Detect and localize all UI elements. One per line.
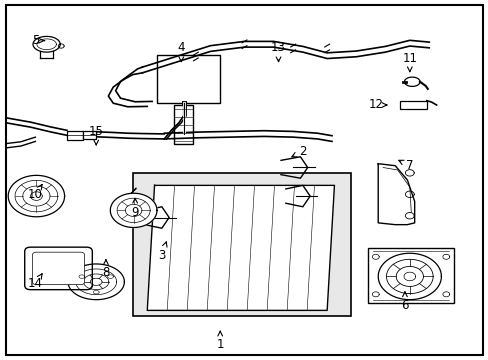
Text: 5: 5 [32,34,44,47]
Polygon shape [68,264,124,300]
Text: 10: 10 [28,185,43,201]
FancyBboxPatch shape [32,252,84,285]
Polygon shape [117,198,150,222]
Polygon shape [110,193,157,228]
Polygon shape [377,164,414,225]
Text: 8: 8 [102,260,109,279]
Bar [174,105,193,144]
Bar [132,173,351,316]
Text: 7: 7 [398,159,413,172]
Polygon shape [8,175,64,217]
Bar [157,55,220,103]
Text: 2: 2 [291,145,306,158]
Polygon shape [147,185,334,310]
Text: 1: 1 [216,331,224,351]
Text: 6: 6 [400,292,408,311]
Bar [368,248,453,303]
Text: 3: 3 [158,242,167,261]
Text: 14: 14 [28,274,43,290]
Text: 4: 4 [177,41,184,62]
Bar [399,101,426,109]
Bar [67,131,82,140]
FancyBboxPatch shape [25,247,92,290]
Bar [82,131,96,139]
Text: 15: 15 [89,125,103,145]
Polygon shape [404,77,419,86]
Text: 12: 12 [367,99,386,112]
Text: 11: 11 [402,52,416,72]
Text: 9: 9 [131,198,139,219]
Text: 13: 13 [270,41,285,62]
